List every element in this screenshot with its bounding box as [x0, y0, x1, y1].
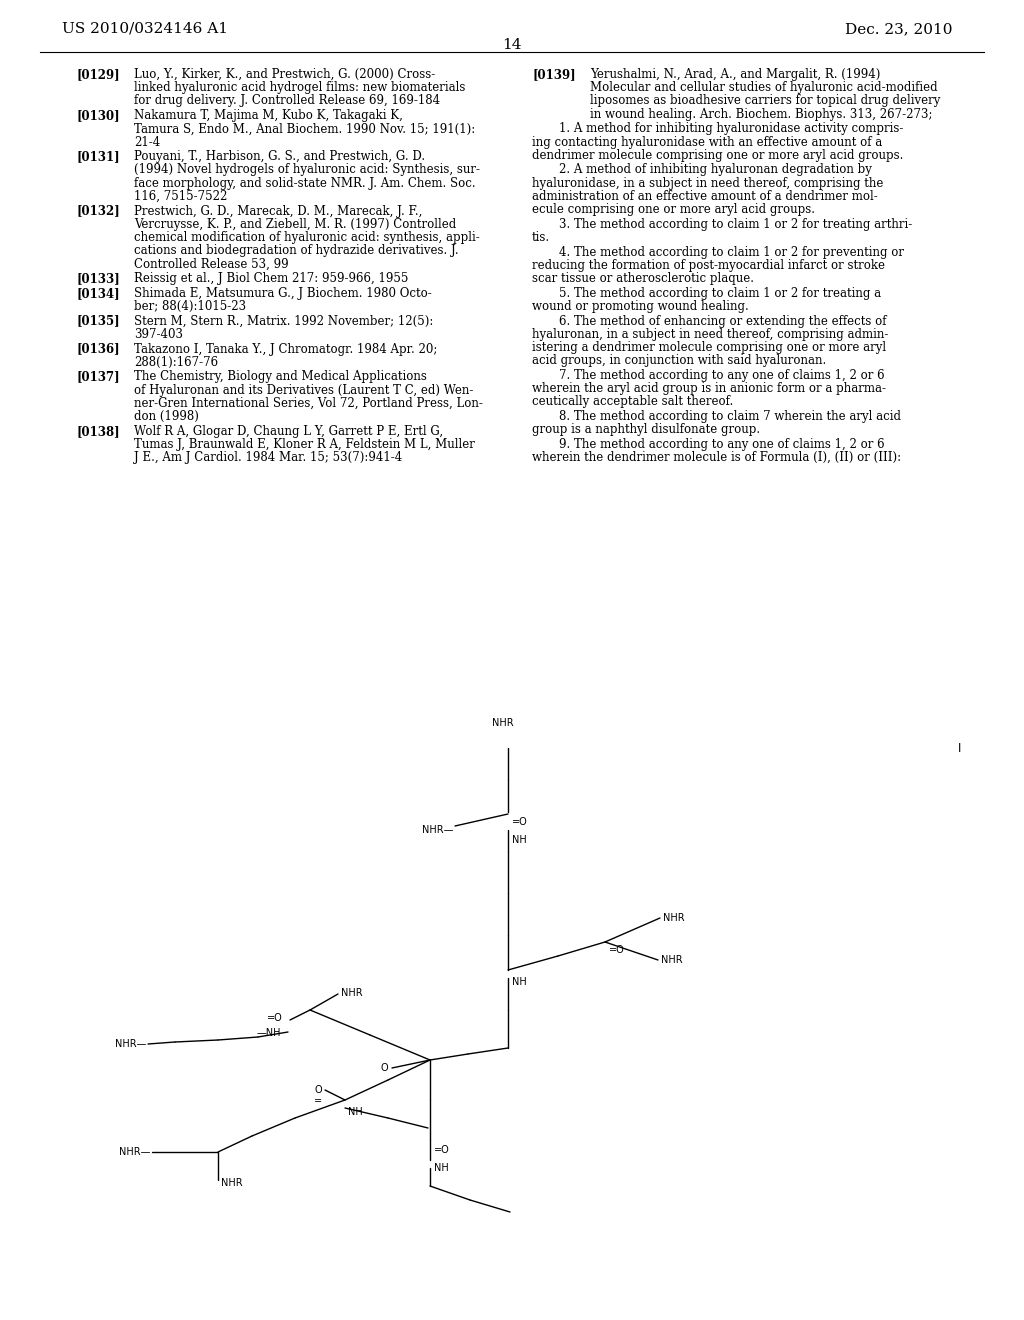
Text: NHR: NHR	[492, 718, 514, 729]
Text: [0135]: [0135]	[76, 314, 120, 327]
Text: US 2010/0324146 A1: US 2010/0324146 A1	[62, 22, 228, 36]
Text: [0130]: [0130]	[76, 110, 120, 123]
Text: NHR: NHR	[341, 987, 362, 998]
Text: for drug delivery. J. Controlled Release 69, 169-184: for drug delivery. J. Controlled Release…	[134, 95, 440, 107]
Text: wherein the aryl acid group is in anionic form or a pharma-: wherein the aryl acid group is in anioni…	[532, 381, 886, 395]
Text: Yerushalmi, N., Arad, A., and Margalit, R. (1994): Yerushalmi, N., Arad, A., and Margalit, …	[590, 69, 881, 81]
Text: Dec. 23, 2010: Dec. 23, 2010	[845, 22, 952, 36]
Text: =: =	[314, 1096, 322, 1106]
Text: =O: =O	[267, 1012, 283, 1023]
Text: NHR: NHR	[663, 913, 685, 923]
Text: 14: 14	[502, 38, 522, 51]
Text: Molecular and cellular studies of hyaluronic acid-modified: Molecular and cellular studies of hyalur…	[590, 82, 938, 94]
Text: liposomes as bioadhesive carriers for topical drug delivery: liposomes as bioadhesive carriers for to…	[590, 95, 940, 107]
Text: of Hyaluronan and its Derivatives (Laurent T C, ed) Wen-: of Hyaluronan and its Derivatives (Laure…	[134, 384, 473, 396]
Text: 3. The method according to claim 1 or 2 for treating arthri-: 3. The method according to claim 1 or 2 …	[559, 218, 912, 231]
Text: Controlled Release 53, 99: Controlled Release 53, 99	[134, 257, 289, 271]
Text: —NH: —NH	[256, 1028, 281, 1038]
Text: Tamura S, Endo M., Anal Biochem. 1990 Nov. 15; 191(1):: Tamura S, Endo M., Anal Biochem. 1990 No…	[134, 123, 475, 136]
Text: 1. A method for inhibiting hyaluronidase activity compris-: 1. A method for inhibiting hyaluronidase…	[559, 123, 903, 136]
Text: linked hyaluronic acid hydrogel films: new biomaterials: linked hyaluronic acid hydrogel films: n…	[134, 82, 465, 94]
Text: ecule comprising one or more aryl acid groups.: ecule comprising one or more aryl acid g…	[532, 203, 815, 216]
Text: scar tissue or atherosclerotic plaque.: scar tissue or atherosclerotic plaque.	[532, 272, 754, 285]
Text: in wound healing. Arch. Biochem. Biophys. 313, 267-273;: in wound healing. Arch. Biochem. Biophys…	[590, 108, 933, 120]
Text: cations and biodegradation of hydrazide derivatives. J.: cations and biodegradation of hydrazide …	[134, 244, 459, 257]
Text: 6. The method of enhancing or extending the effects of: 6. The method of enhancing or extending …	[559, 314, 887, 327]
Text: 4. The method according to claim 1 or 2 for preventing or: 4. The method according to claim 1 or 2 …	[559, 246, 904, 259]
Text: NH: NH	[434, 1163, 449, 1173]
Text: dendrimer molecule comprising one or more aryl acid groups.: dendrimer molecule comprising one or mor…	[532, 149, 903, 162]
Text: reducing the formation of post-myocardial infarct or stroke: reducing the formation of post-myocardia…	[532, 259, 885, 272]
Text: Reissig et al., J Biol Chem 217: 959-966, 1955: Reissig et al., J Biol Chem 217: 959-966…	[134, 272, 409, 285]
Text: 288(1):167-76: 288(1):167-76	[134, 355, 218, 368]
Text: NHR—: NHR—	[119, 1147, 150, 1158]
Text: NHR—: NHR—	[115, 1039, 146, 1049]
Text: NHR—: NHR—	[422, 825, 453, 836]
Text: ber; 88(4):1015-23: ber; 88(4):1015-23	[134, 300, 246, 313]
Text: don (1998): don (1998)	[134, 411, 199, 422]
Text: (1994) Novel hydrogels of hyaluronic acid: Synthesis, sur-: (1994) Novel hydrogels of hyaluronic aci…	[134, 164, 480, 177]
Text: ner-Gren International Series, Vol 72, Portland Press, Lon-: ner-Gren International Series, Vol 72, P…	[134, 397, 483, 409]
Text: =O: =O	[434, 1144, 450, 1155]
Text: Wolf R A, Glogar D, Chaung L Y, Garrett P E, Ertl G,: Wolf R A, Glogar D, Chaung L Y, Garrett …	[134, 425, 443, 438]
Text: [0139]: [0139]	[532, 69, 575, 81]
Text: [0138]: [0138]	[76, 425, 120, 438]
Text: Stern M, Stern R., Matrix. 1992 November; 12(5):: Stern M, Stern R., Matrix. 1992 November…	[134, 314, 433, 327]
Text: Pouyani, T., Harbison, G. S., and Prestwich, G. D.: Pouyani, T., Harbison, G. S., and Prestw…	[134, 150, 425, 164]
Text: 8. The method according to claim 7 wherein the aryl acid: 8. The method according to claim 7 where…	[559, 411, 901, 422]
Text: O: O	[314, 1085, 322, 1096]
Text: wound or promoting wound healing.: wound or promoting wound healing.	[532, 300, 749, 313]
Text: The Chemistry, Biology and Medical Applications: The Chemistry, Biology and Medical Appli…	[134, 371, 427, 383]
Text: Prestwich, G. D., Marecak, D. M., Marecak, J. F.,: Prestwich, G. D., Marecak, D. M., Mareca…	[134, 205, 422, 218]
Text: NH: NH	[348, 1107, 362, 1117]
Text: NHR: NHR	[662, 954, 683, 965]
Text: [0134]: [0134]	[76, 286, 120, 300]
Text: [0137]: [0137]	[76, 371, 120, 383]
Text: NH: NH	[512, 836, 526, 845]
Text: ceutically acceptable salt thereof.: ceutically acceptable salt thereof.	[532, 395, 733, 408]
Text: 7. The method according to any one of claims 1, 2 or 6: 7. The method according to any one of cl…	[559, 368, 885, 381]
Text: [0136]: [0136]	[76, 342, 120, 355]
Text: hyaluronidase, in a subject in need thereof, comprising the: hyaluronidase, in a subject in need ther…	[532, 177, 884, 190]
Text: hyaluronan, in a subject in need thereof, comprising admin-: hyaluronan, in a subject in need thereof…	[532, 327, 889, 341]
Text: Nakamura T, Majima M, Kubo K, Takagaki K,: Nakamura T, Majima M, Kubo K, Takagaki K…	[134, 110, 402, 123]
Text: O: O	[380, 1063, 388, 1073]
Text: NHR: NHR	[221, 1177, 243, 1188]
Text: group is a naphthyl disulfonate group.: group is a naphthyl disulfonate group.	[532, 424, 760, 436]
Text: 2. A method of inhibiting hyaluronan degradation by: 2. A method of inhibiting hyaluronan deg…	[559, 164, 871, 177]
Text: =O: =O	[609, 945, 625, 954]
Text: Luo, Y., Kirker, K., and Prestwich, G. (2000) Cross-: Luo, Y., Kirker, K., and Prestwich, G. (…	[134, 69, 435, 81]
Text: acid groups, in conjunction with said hyaluronan.: acid groups, in conjunction with said hy…	[532, 354, 826, 367]
Text: NH: NH	[512, 977, 526, 987]
Text: [0133]: [0133]	[76, 272, 120, 285]
Text: chemical modification of hyaluronic acid: synthesis, appli-: chemical modification of hyaluronic acid…	[134, 231, 480, 244]
Text: face morphology, and solid-state NMR. J. Am. Chem. Soc.: face morphology, and solid-state NMR. J.…	[134, 177, 475, 190]
Text: Vercruysse, K. P., and Ziebell, M. R. (1997) Controlled: Vercruysse, K. P., and Ziebell, M. R. (1…	[134, 218, 457, 231]
Text: J E., Am J Cardiol. 1984 Mar. 15; 53(7):941-4: J E., Am J Cardiol. 1984 Mar. 15; 53(7):…	[134, 451, 402, 465]
Text: tis.: tis.	[532, 231, 550, 244]
Text: wherein the dendrimer molecule is of Formula (I), (II) or (III):: wherein the dendrimer molecule is of For…	[532, 451, 901, 465]
Text: 21-4: 21-4	[134, 136, 160, 149]
Text: 116, 7515-7522: 116, 7515-7522	[134, 190, 227, 203]
Text: Shimada E, Matsumura G., J Biochem. 1980 Octo-: Shimada E, Matsumura G., J Biochem. 1980…	[134, 286, 432, 300]
Text: 9. The method according to any one of claims 1, 2 or 6: 9. The method according to any one of cl…	[559, 438, 885, 451]
Text: administration of an effective amount of a dendrimer mol-: administration of an effective amount of…	[532, 190, 878, 203]
Text: [0131]: [0131]	[76, 150, 120, 164]
Text: I: I	[958, 742, 962, 755]
Text: 397-403: 397-403	[134, 327, 183, 341]
Text: [0129]: [0129]	[76, 69, 120, 81]
Text: Takazono I, Tanaka Y., J Chromatogr. 1984 Apr. 20;: Takazono I, Tanaka Y., J Chromatogr. 198…	[134, 342, 437, 355]
Text: 5. The method according to claim 1 or 2 for treating a: 5. The method according to claim 1 or 2 …	[559, 286, 881, 300]
Text: ing contacting hyaluronidase with an effective amount of a: ing contacting hyaluronidase with an eff…	[532, 136, 883, 149]
Text: Tumas J, Braunwald E, Kloner R A, Feldstein M L, Muller: Tumas J, Braunwald E, Kloner R A, Feldst…	[134, 438, 475, 451]
Text: [0132]: [0132]	[76, 205, 120, 218]
Text: =O: =O	[512, 817, 527, 828]
Text: istering a dendrimer molecule comprising one or more aryl: istering a dendrimer molecule comprising…	[532, 341, 886, 354]
